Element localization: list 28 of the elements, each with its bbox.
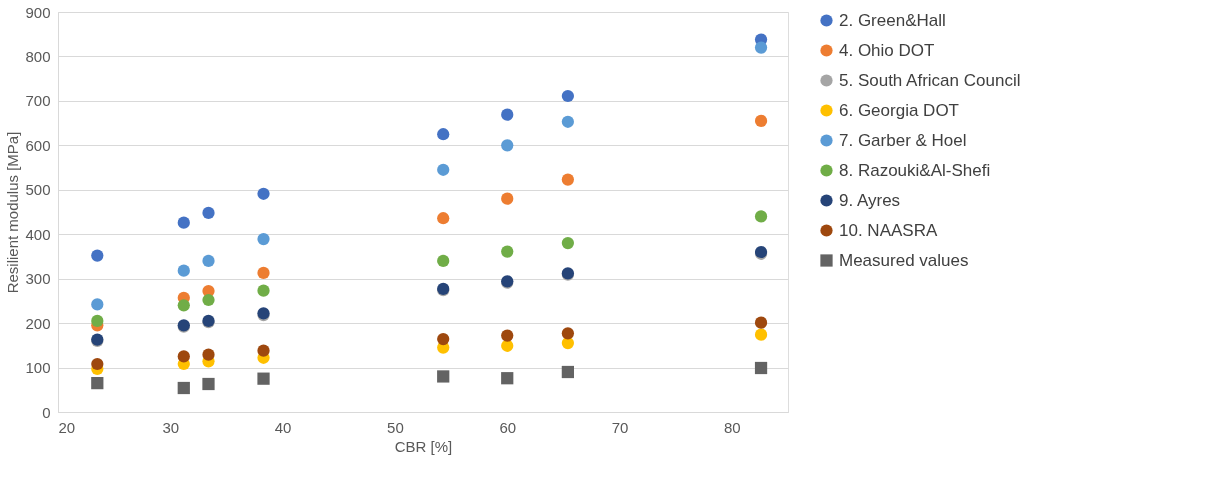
y-tick-label: 0: [42, 403, 51, 421]
legend-label: 4. Ohio DOT: [839, 40, 935, 60]
y-tick-label: 600: [25, 136, 51, 154]
y-tick-label: 100: [25, 359, 51, 377]
x-tick-label: 50: [387, 418, 404, 436]
legend-label: 10. NAASRA: [839, 220, 938, 240]
x-axis-title: CBR [%]: [394, 437, 453, 455]
y-tick-label: 800: [25, 47, 51, 65]
y-tick-label: 700: [25, 92, 51, 110]
y-tick-label: 900: [25, 3, 51, 21]
legend-label: 9. Ayres: [839, 190, 901, 210]
x-tick-label: 40: [274, 418, 292, 436]
legend-label: 2. Green&Hall: [839, 10, 946, 30]
legend-label: 7. Garber & Hoel: [839, 130, 967, 150]
y-tick-label: 200: [25, 314, 51, 332]
x-tick-label: 20: [58, 418, 76, 436]
x-tick-label: 60: [499, 418, 517, 436]
x-tick-label: 30: [162, 418, 180, 436]
legend-label: Measured values: [839, 250, 969, 270]
x-tick-label: 70: [611, 418, 629, 436]
legend-label: 5. South African Council: [839, 70, 1021, 90]
y-tick-label: 300: [25, 270, 51, 288]
legend-label: 6. Georgia DOT: [839, 100, 959, 120]
y-tick-label: 500: [25, 181, 51, 199]
legend-label: 8. Razouki&Al-Shefi: [839, 160, 991, 180]
y-tick-label: 400: [25, 225, 51, 243]
y-axis-title: Resilient modulus [MPa]: [4, 131, 22, 294]
x-tick-label: 80: [724, 418, 741, 436]
